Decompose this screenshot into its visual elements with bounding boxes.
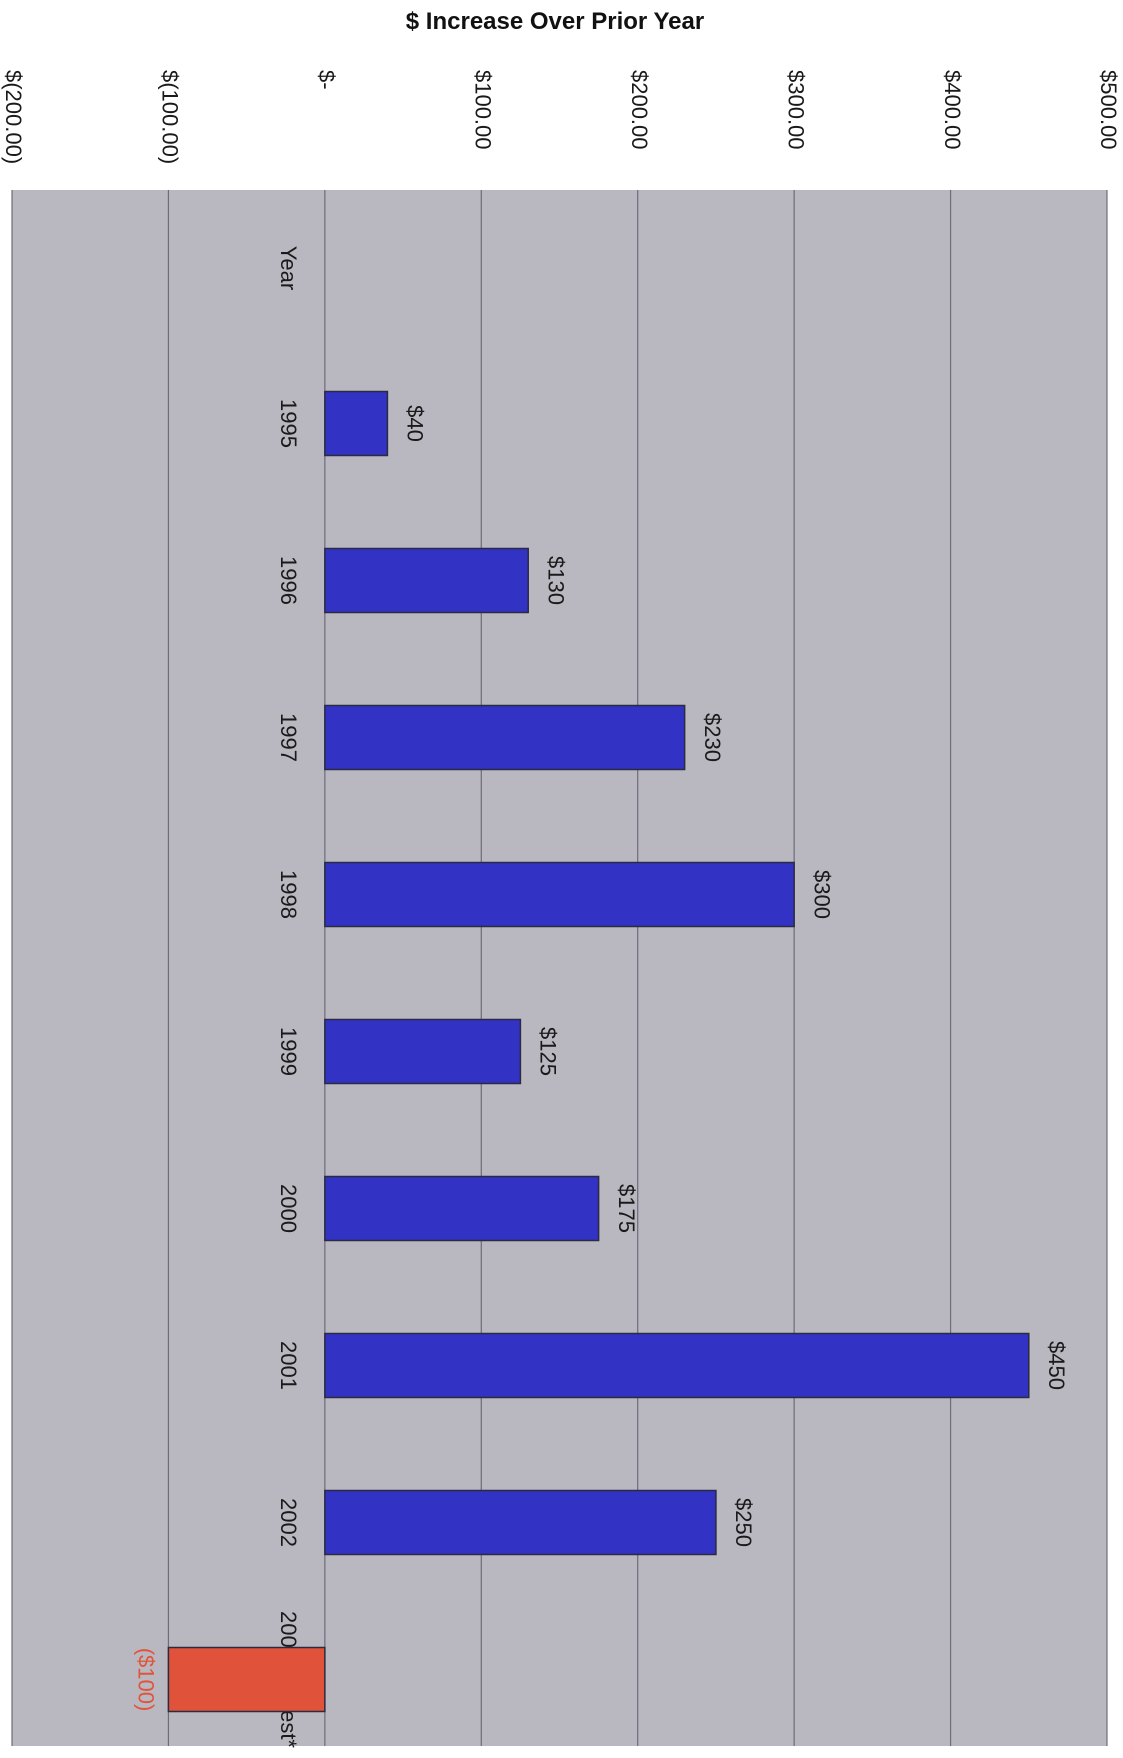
bar [324, 1489, 717, 1556]
data-label: $125 [536, 1027, 561, 1076]
category-labels: Year199519961997199819992000200120022003… [276, 246, 301, 1749]
bar [324, 861, 795, 928]
data-label: $175 [614, 1184, 639, 1233]
tick-label: $300.00 [783, 70, 808, 150]
category-label: 1997 [276, 713, 301, 762]
data-labels: $40 $130 $230 $300 $125 $175 $450 $250 ($100) [134, 405, 1069, 1711]
data-label: $40 [403, 405, 428, 442]
data-label: $230 [700, 713, 725, 762]
bar [324, 547, 529, 614]
bar [324, 1175, 600, 1242]
data-label: $250 [731, 1498, 756, 1547]
chart-title: $ Increase Over Prior Year [406, 8, 704, 35]
bar [324, 704, 686, 771]
tick-label: $500.00 [1096, 70, 1121, 150]
category-label: 1996 [276, 556, 301, 605]
category-label: 1999 [276, 1027, 301, 1076]
bar [324, 390, 389, 457]
data-label: $300 [809, 870, 834, 919]
tick-label: $(100.00) [158, 70, 183, 164]
tick-label: $100.00 [470, 70, 495, 150]
tick-label: $- [314, 70, 339, 90]
data-label: $450 [1044, 1341, 1069, 1390]
category-label: 1998 [276, 870, 301, 919]
category-label: 2000 [276, 1184, 301, 1233]
tick-label: $(200.00) [1, 70, 26, 164]
category-header: Year [276, 246, 301, 290]
tick-label: $200.00 [627, 70, 652, 150]
bar [324, 1018, 522, 1085]
bar [324, 1332, 1030, 1399]
category-label: 2002 [276, 1498, 301, 1547]
plot-area [12, 190, 1107, 1746]
data-label: ($100) [134, 1648, 159, 1712]
category-label: 2001 [276, 1341, 301, 1390]
category-label: 1995 [276, 399, 301, 448]
bars [167, 390, 1030, 1713]
data-label: $130 [543, 556, 568, 605]
tick-label: $400.00 [940, 70, 965, 150]
tick-labels: $(200.00) $(100.00) $- $100.00 $200.00 $300.0… [1, 70, 1121, 164]
bar [167, 1646, 326, 1713]
